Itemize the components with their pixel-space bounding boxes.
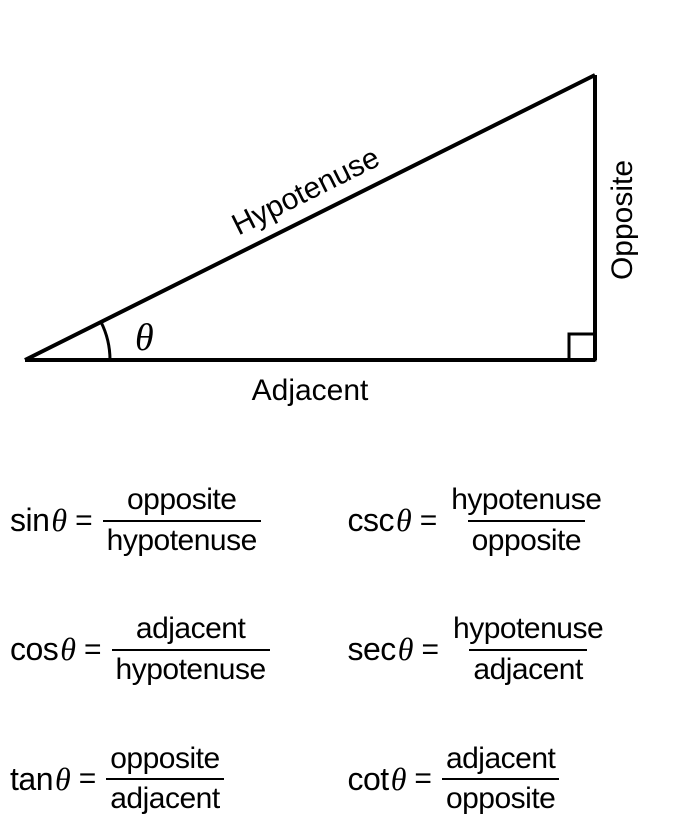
- formula-cot: cot θ = adjacent opposite: [348, 729, 678, 830]
- theta-var: θ: [398, 631, 414, 668]
- theta-arc: [101, 322, 110, 360]
- fraction: hypotenuse opposite: [447, 483, 605, 558]
- fraction: opposite adjacent: [106, 742, 223, 817]
- fraction: hypotenuse adjacent: [449, 612, 607, 687]
- fn-label: csc: [348, 502, 395, 539]
- numerator: hypotenuse: [447, 483, 605, 520]
- denominator: hypotenuse: [112, 649, 270, 688]
- opposite-label: Opposite: [606, 160, 639, 280]
- denominator: adjacent: [469, 649, 586, 688]
- theta-var: θ: [51, 502, 67, 539]
- denominator: hypotenuse: [103, 520, 261, 559]
- numerator: hypotenuse: [449, 612, 607, 649]
- fraction: adjacent opposite: [442, 742, 559, 817]
- fraction: adjacent hypotenuse: [112, 612, 270, 687]
- fn-label: tan: [10, 761, 53, 798]
- right-angle-mark: [569, 334, 595, 360]
- theta-var: θ: [55, 761, 71, 798]
- formula-csc: csc θ = hypotenuse opposite: [348, 470, 678, 571]
- numerator: opposite: [123, 483, 240, 520]
- formula-sin: sin θ = opposite hypotenuse: [10, 470, 340, 571]
- equals-sign: =: [422, 633, 440, 667]
- equals-sign: =: [84, 633, 102, 667]
- theta-label: θ: [135, 317, 154, 359]
- formula-cos: cos θ = adjacent hypotenuse: [10, 599, 340, 700]
- numerator: opposite: [106, 742, 223, 779]
- numerator: adjacent: [132, 612, 249, 649]
- trig-diagram-container: Hypotenuse Opposite Adjacent θ sin θ = o…: [0, 0, 687, 835]
- hypotenuse-side: [25, 75, 595, 360]
- denominator: opposite: [468, 520, 585, 559]
- fn-label: sec: [348, 631, 396, 668]
- equals-sign: =: [79, 762, 97, 796]
- denominator: opposite: [442, 778, 559, 817]
- fn-label: cot: [348, 761, 389, 798]
- formulas-grid: sin θ = opposite hypotenuse csc θ = hypo…: [0, 470, 687, 830]
- fn-label: cos: [10, 631, 58, 668]
- adjacent-label: Adjacent: [252, 374, 369, 407]
- fn-label: sin: [10, 502, 49, 539]
- formula-sec: sec θ = hypotenuse adjacent: [348, 599, 678, 700]
- equals-sign: =: [420, 504, 438, 538]
- formula-tan: tan θ = opposite adjacent: [10, 729, 340, 830]
- triangle-area: Hypotenuse Opposite Adjacent θ: [0, 0, 687, 440]
- theta-var: θ: [391, 761, 407, 798]
- equals-sign: =: [75, 504, 93, 538]
- denominator: adjacent: [106, 778, 223, 817]
- equals-sign: =: [414, 762, 432, 796]
- theta-var: θ: [396, 502, 412, 539]
- fraction: opposite hypotenuse: [103, 483, 261, 558]
- right-triangle: Hypotenuse Opposite Adjacent θ: [0, 20, 687, 440]
- numerator: adjacent: [442, 742, 559, 779]
- theta-var: θ: [60, 631, 76, 668]
